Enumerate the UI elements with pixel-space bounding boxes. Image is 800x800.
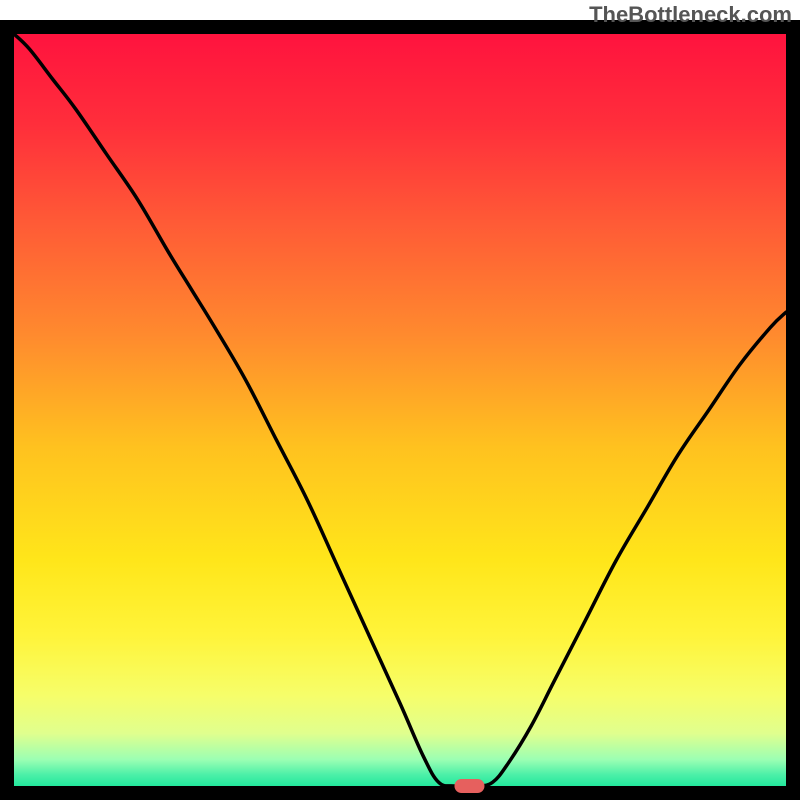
chart-stage: TheBottleneck.com [0, 0, 800, 800]
optimum-marker [454, 779, 484, 793]
plot-background [14, 34, 786, 786]
watermark-text: TheBottleneck.com [589, 2, 792, 28]
chart-svg [0, 0, 800, 800]
